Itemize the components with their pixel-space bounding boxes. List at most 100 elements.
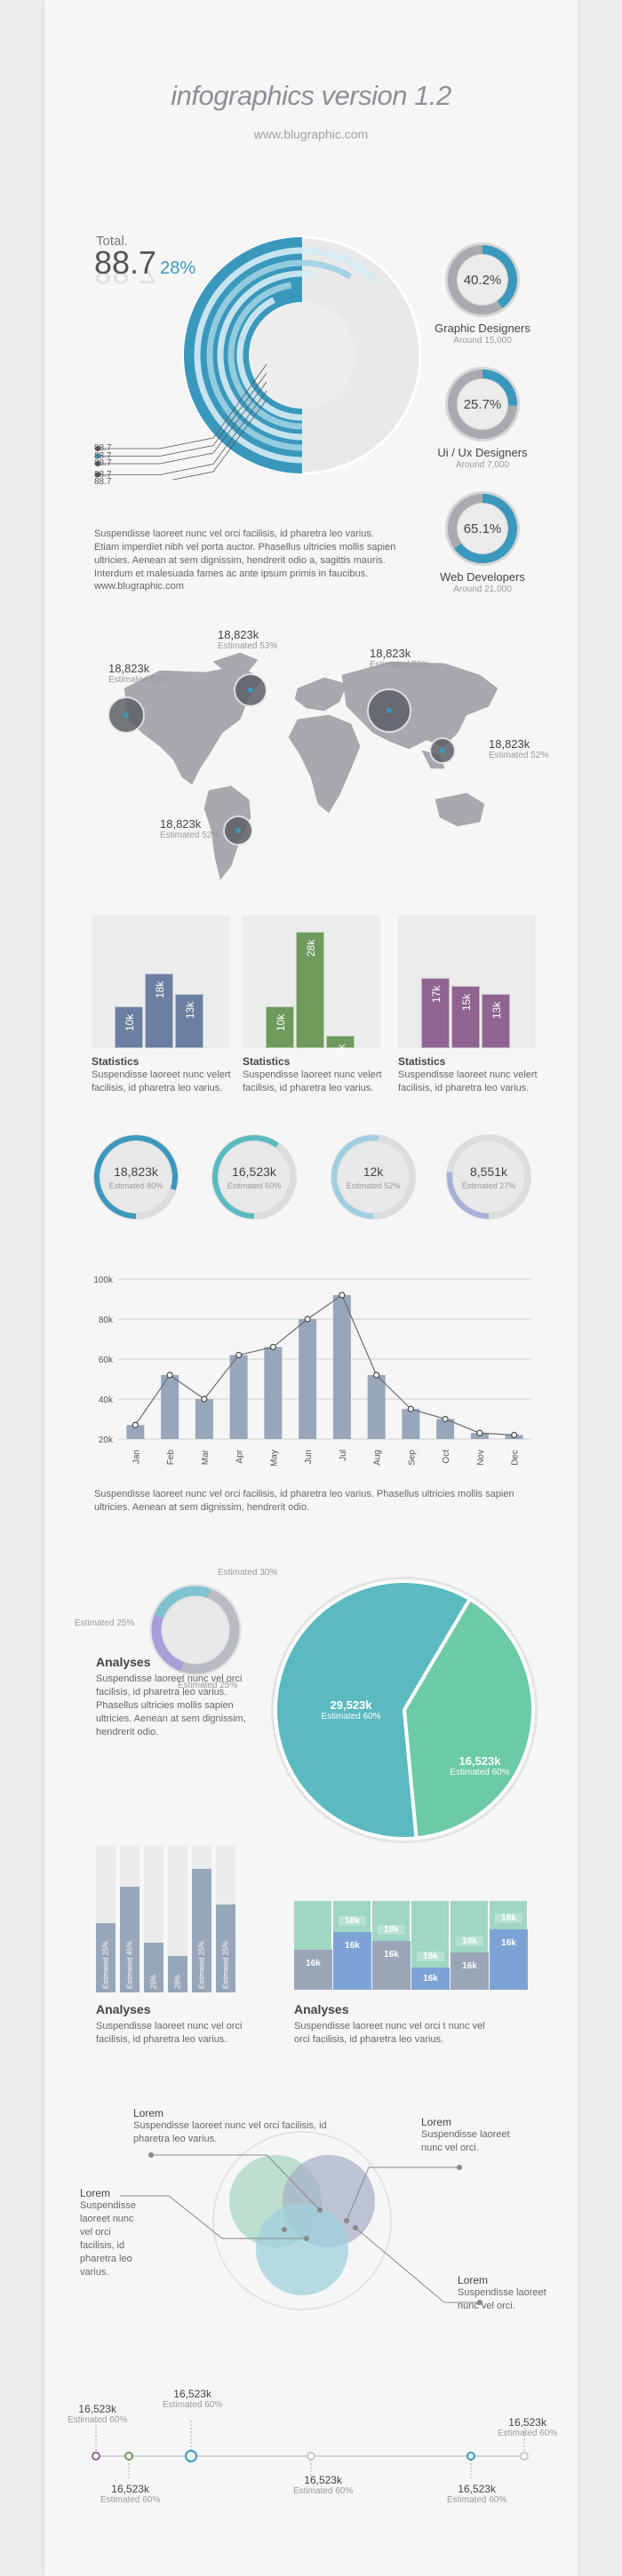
month-line [134, 1294, 514, 1436]
timeline-label: 16,523k Estimated 60% [293, 2474, 353, 2496]
timeline-sub: Estimated 60% [163, 2400, 223, 2410]
map-label: 18,823k Estimated 53% [218, 628, 277, 651]
analyses-ring-label-bottom: Estimated 25% [178, 1681, 238, 1690]
month-bar [299, 1319, 317, 1439]
analyses-title-3: Analyses [294, 2002, 349, 2016]
ring-card: 18,823k Estimated 80% [92, 1133, 180, 1221]
stat-bar-label: 13k [184, 1002, 196, 1020]
map-label-sub: Estimated 52% [370, 660, 430, 670]
total-value: 88.7 [94, 244, 157, 281]
ring-sub: Estimated 52% [346, 1181, 401, 1190]
analyses-text-1: Suspendisse laoreet nunc vel orci facili… [96, 1674, 246, 1737]
month-bar [332, 1295, 351, 1439]
ring-fill [331, 1135, 415, 1219]
month-point [269, 1343, 276, 1351]
analyses-title-2: Analyses [96, 2002, 151, 2016]
legend-item: 88.7 [94, 451, 111, 461]
map-label: 18,823k Estimated 52% [160, 817, 219, 840]
month-bar [367, 1375, 386, 1439]
timeline-sub: Estimated 60% [447, 2495, 507, 2505]
donut-sub: Around 21,000 [453, 584, 512, 594]
timeline-sub: Estimated 60% [293, 2486, 354, 2496]
legend-item: 88.7 [94, 470, 111, 480]
legend-item: 88.7 [94, 477, 111, 487]
analyses-ring-label-top: Estimated 30% [218, 1568, 278, 1578]
greenland-shape [212, 652, 259, 673]
map-label: 18,823k Estimated 52% [489, 737, 548, 760]
ring-fill [94, 1135, 178, 1219]
stack-blue-label: 16k [384, 1950, 399, 1960]
donut-value: 40.2% [464, 273, 502, 288]
timeline-sub: Estimated 60% [68, 2415, 128, 2425]
timeline-node [92, 2452, 100, 2461]
ring-sub: Estimated 60% [227, 1181, 282, 1190]
timeline-value: 16,523k [458, 2483, 496, 2495]
y-tick-label: 60k [99, 1356, 114, 1365]
pie-label-value: 16,523k [459, 1754, 501, 1768]
stack-blue: 16k [294, 1950, 332, 1990]
legend-connector [98, 390, 267, 475]
stat-bar: 13k [175, 994, 203, 1048]
ring-chart [331, 1134, 416, 1220]
radial-arc [194, 247, 379, 464]
legend-label: 88.7 [94, 469, 112, 480]
analyses-bar-track: Estimated 45% [120, 1846, 140, 1992]
venn-note-4: Lorem Suspendisse laoreet nunc vel orci. [458, 2274, 546, 2311]
map-label-sub: Estimated 52% [108, 675, 169, 685]
donut-name: Web Developers [440, 570, 525, 584]
month-point [407, 1405, 414, 1412]
total-url: www.blugraphic.com [94, 581, 184, 592]
stack-column: 16k 18k [451, 1901, 489, 1990]
timeline-label: 16,523k Estimated 60% [100, 2483, 160, 2505]
x-tick-label: Jul [339, 1450, 348, 1461]
x-tick-label: Apr [235, 1449, 245, 1463]
ring-sub: Estimated 80% [108, 1181, 163, 1190]
stack-blue-label: 16k [462, 1961, 477, 1971]
timeline [92, 2421, 529, 2478]
pie-slice [402, 1596, 535, 1841]
ring-fill [212, 1135, 296, 1219]
world-map [108, 652, 498, 880]
stat-bar: 17k [421, 978, 450, 1048]
timeline-node [124, 2452, 133, 2461]
stat-bar: 18k [145, 974, 173, 1048]
analyses-bar: Estimated 25% [192, 1869, 211, 1992]
y-tick-label: 20k [99, 1435, 114, 1445]
donut-fill [448, 245, 517, 314]
stat-title: Statistics [398, 1055, 446, 1068]
timeline-label: 16,523k Estimated 60% [163, 2388, 222, 2410]
donut-card: 65.1% Web Developers Around 21,000 [434, 489, 531, 595]
legend-connectors [95, 363, 267, 480]
ring-fill [447, 1135, 530, 1219]
stat-bar: 10k [266, 1006, 294, 1048]
stat-bar-label: 15k [460, 994, 473, 1012]
pie-label-value: 29,523k [330, 1698, 372, 1712]
timeline-label: 16,523k Estimated 60% [447, 2483, 506, 2505]
pie-label: 16,523k Estimated 60% [431, 1754, 529, 1777]
donut-fill [448, 370, 517, 439]
stat-bar-label: 13k [490, 1002, 503, 1020]
radial-arc [227, 282, 303, 430]
map-marker-dot [124, 712, 129, 718]
page-url: www.blugraphic.com [253, 127, 369, 141]
stat-panel: 10k 18k 13k [92, 915, 229, 1048]
month-bar [436, 1419, 455, 1439]
stat-panel: 17k 15k 13k [398, 915, 536, 1048]
analyses-text-2: Suspendisse laoreet nunc vel orci facili… [96, 2021, 243, 2045]
map-label-value: 18,823k [489, 737, 530, 751]
analyses-bar-track: Estimated 25% [192, 1846, 211, 1992]
month-point [373, 1371, 380, 1379]
map-label-value: 18,823k [218, 628, 259, 641]
africa-shape [288, 714, 361, 814]
analyses-bar-track: Estimated 25% [96, 1846, 116, 1992]
ring-chart [211, 1134, 297, 1220]
analyses-bar-label: Estimated 25% [101, 1941, 110, 1989]
ring-value: 12k [363, 1165, 384, 1179]
donut-value: 25.7% [464, 397, 502, 412]
stack-green-label: 18k [495, 1913, 522, 1923]
stat-text: Suspendisse laoreet nunc velert facilisi… [92, 1069, 231, 1093]
stack-blue: 16k [372, 1941, 411, 1990]
timeline-value: 16,523k [173, 2388, 211, 2400]
stack-blue-label: 16k [345, 1941, 360, 1951]
month-bar [161, 1375, 179, 1439]
